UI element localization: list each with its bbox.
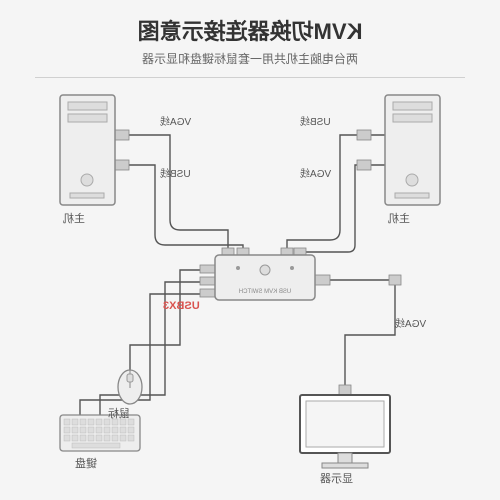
pc-right-icon xyxy=(385,95,440,205)
label-monitor: 显示器 xyxy=(320,470,353,486)
label-vga-left: VGA线 xyxy=(160,113,191,128)
label-keyboard: 键盘 xyxy=(75,455,97,471)
cable-usb-kbd2 xyxy=(80,294,215,415)
cable-vga-monitor xyxy=(315,280,395,395)
cable-vga-left xyxy=(115,135,228,255)
pc-left-icon xyxy=(60,95,115,205)
label-mouse: 鼠标 xyxy=(108,405,130,421)
divider xyxy=(35,77,465,78)
label-usb-right: USB线 xyxy=(300,113,331,128)
kvm-switch-icon: USB KVM SWITCH xyxy=(215,255,315,300)
page-subtitle: 两台电脑主机共用一套鼠标键盘和显示器 xyxy=(0,50,500,67)
mouse-icon xyxy=(118,370,142,404)
cable-usb-mouse xyxy=(130,270,215,370)
kvm-label: USB KVM SWITCH xyxy=(239,289,291,295)
label-usb-left: USB线 xyxy=(160,165,191,180)
label-vga-bottom: VGA线 xyxy=(395,315,426,330)
connectors xyxy=(115,130,401,395)
diagram-canvas: USB KVM SWITCH xyxy=(0,0,500,500)
label-vga-right: VGA线 xyxy=(300,165,331,180)
label-pc-left: 主机 xyxy=(63,210,85,226)
label-usbx3: USBX3 xyxy=(163,300,200,312)
monitor-icon xyxy=(300,395,390,468)
label-pc-right: 主机 xyxy=(388,210,410,226)
page-title: KVM切换器连接示意图 xyxy=(0,0,500,46)
cable-group xyxy=(80,135,395,415)
cable-usb-right xyxy=(287,135,385,255)
